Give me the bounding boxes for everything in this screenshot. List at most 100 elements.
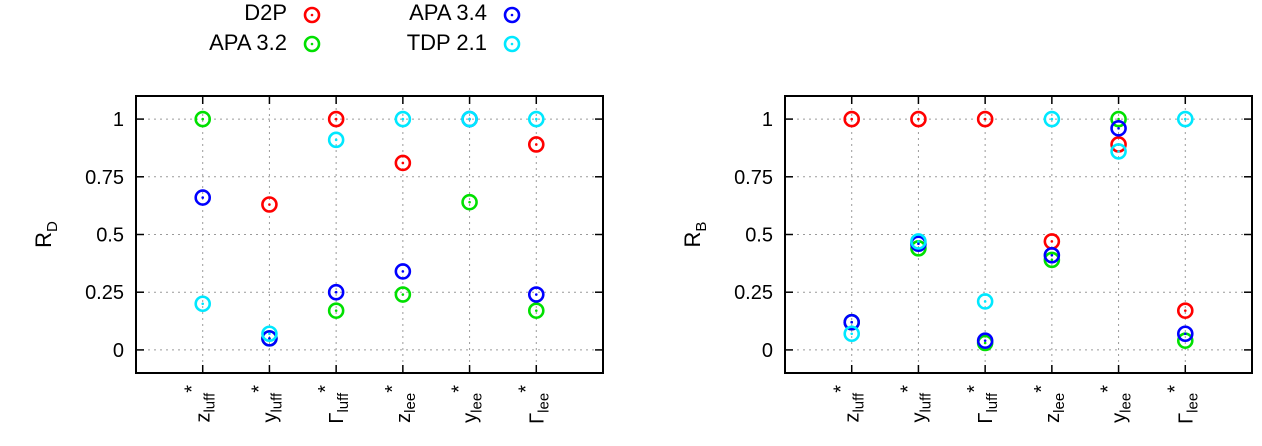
y-axis-label: RB: [680, 222, 710, 248]
data-point-d2p: [327, 110, 345, 128]
x-tick-label-base: z: [1042, 413, 1064, 423]
y-axis-label: RD: [31, 221, 61, 248]
x-tick-label: yluff*: [897, 385, 934, 423]
svg-text:Γlee*: Γlee*: [1164, 385, 1201, 424]
x-tick-label-sup: *: [1164, 385, 1186, 393]
data-point-tdp-2-1: [527, 110, 545, 128]
y-tick-label: 0.75: [734, 167, 773, 189]
x-tick-label-sup: *: [1098, 385, 1120, 393]
x-tick-label-sub: luff: [851, 392, 868, 413]
svg-text:zluff*: zluff*: [182, 385, 219, 423]
x-tick-label-sub: lee: [1118, 393, 1135, 413]
y-tick-label: 0: [762, 340, 773, 362]
svg-text:Γluff*: Γluff*: [964, 385, 1001, 424]
data-point-tdp-2-1: [194, 295, 212, 313]
y-axis-label-base: R: [680, 232, 705, 248]
svg-text:Γlee*: Γlee*: [515, 385, 552, 424]
x-tick-label: zlee*: [382, 385, 419, 423]
y-axis-label-base: R: [31, 232, 56, 248]
x-tick-label-sup: *: [1031, 385, 1053, 393]
y-axis-label-sub: B: [693, 222, 710, 232]
svg-text:zlee*: zlee*: [382, 385, 419, 423]
data-point-tdp-2-1: [1043, 110, 1061, 128]
x-tick-label-sub: lee: [469, 393, 486, 413]
data-point-tdp-2-1: [261, 325, 278, 343]
x-tick-label-sub: lee: [1051, 393, 1068, 413]
x-tick-label: ylee*: [449, 385, 486, 423]
data-point-apa-3-2: [194, 110, 212, 128]
y-axis-label-sub: D: [44, 221, 61, 232]
x-tick-label-sup: *: [964, 385, 986, 393]
data-point-apa-3-4: [327, 283, 345, 301]
data-point-d2p: [261, 196, 278, 213]
svg-text:Γluff*: Γluff*: [315, 385, 352, 424]
x-tick-label-base: z: [393, 413, 415, 423]
x-tick-label-base: y: [259, 413, 281, 423]
data-points: [194, 110, 545, 347]
legend: D2P APA 3.2 APA 3.4 TDP 2.1: [209, 0, 521, 55]
y-tick-label: 0.25: [85, 282, 124, 304]
data-point-apa-3-4: [976, 332, 994, 349]
y-tick-label: 1: [113, 109, 124, 131]
x-tick-label-sub: luff: [268, 392, 285, 413]
x-tick-label-sub: lee: [1184, 393, 1201, 413]
svg-text:zluff*: zluff*: [831, 385, 868, 423]
x-tick-label: zluff*: [182, 385, 219, 423]
svg-text:yluff*: yluff*: [248, 385, 285, 423]
x-tick-label: Γluff*: [964, 385, 1001, 424]
y-tick-label: 1: [762, 109, 773, 131]
x-tick-label-base: Γ: [526, 413, 548, 424]
data-point-tdp-2-1: [1110, 143, 1127, 160]
data-point-apa-3-2: [394, 286, 412, 303]
grid: [785, 96, 1252, 373]
x-tick-label-sub: luff: [917, 392, 934, 413]
data-point-apa-3-4: [527, 286, 545, 303]
legend-marker-1: [303, 6, 321, 24]
x-tick-label-sup: *: [831, 385, 853, 393]
data-point-apa-3-4: [261, 330, 278, 347]
data-point-apa-3-2: [1110, 110, 1127, 128]
svg-text:yluff*: yluff*: [897, 385, 934, 423]
data-point-tdp-2-1: [910, 233, 927, 250]
x-tick-label-sub: lee: [535, 393, 552, 413]
legend-marker-4: [503, 35, 521, 53]
data-point-apa-3-4: [1043, 246, 1061, 264]
legend-marker-3: [503, 6, 521, 24]
y-tick-label: 0.5: [96, 225, 124, 247]
x-tick-label-base: Γ: [1175, 413, 1197, 424]
y-tick-label: 0.75: [85, 167, 124, 189]
y-tick-label: 0: [113, 340, 124, 362]
x-tick-label: zlee*: [1031, 385, 1068, 423]
legend-label-1: D2P: [244, 0, 287, 25]
x-tick-label: ylee*: [1098, 385, 1135, 423]
x-tick-label-sup: *: [449, 385, 471, 393]
data-point-tdp-2-1: [843, 325, 861, 343]
data-point-d2p: [976, 110, 994, 128]
data-point-tdp-2-1: [1176, 110, 1194, 128]
x-tick-label-sub: luff: [335, 392, 352, 413]
x-tick-label-base: y: [908, 413, 930, 423]
y-tick-label: 0.5: [745, 225, 773, 247]
x-tick-label-sup: *: [515, 385, 537, 393]
x-tick-label-base: Γ: [326, 413, 348, 424]
svg-text:zlee*: zlee*: [1031, 385, 1068, 423]
x-tick-label-base: z: [193, 413, 215, 423]
data-point-tdp-2-1: [394, 110, 412, 128]
x-tick-label-base: y: [460, 413, 482, 423]
svg-text:RB: RB: [680, 222, 710, 248]
x-tick-label-sup: *: [315, 385, 337, 393]
data-point-tdp-2-1: [976, 293, 994, 310]
x-tick-label-sup: *: [897, 385, 919, 393]
legend-label-3: APA 3.4: [409, 0, 487, 25]
data-point-apa-3-2: [461, 193, 478, 211]
chart-panel-rd: 00.250.50.751zluff*yluff*Γluff*zlee*ylee…: [31, 95, 604, 424]
x-tick-label: Γlee*: [1164, 385, 1201, 424]
data-point-apa-3-4: [394, 263, 412, 280]
legend-label-2: APA 3.2: [209, 30, 287, 55]
svg-text:ylee*: ylee*: [1098, 385, 1135, 423]
data-point-apa-3-4: [843, 313, 861, 331]
data-points: [843, 110, 1194, 352]
x-tick-label-base: Γ: [975, 413, 997, 424]
x-tick-label: zluff*: [831, 385, 868, 423]
